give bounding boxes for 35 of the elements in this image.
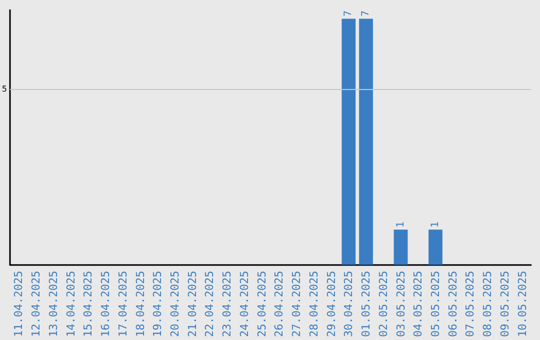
x-tick-label: 19.04.2025 [151, 270, 164, 338]
x-tick-label: 29.04.2025 [324, 270, 338, 338]
x-tick-label: 26.04.2025 [272, 270, 286, 338]
data-label: 1 [430, 221, 441, 228]
data-label: 7 [360, 10, 372, 17]
x-tick-label: 09.05.2025 [498, 270, 512, 338]
x-tick-label: 25.04.2025 [255, 270, 268, 338]
x-tick-label: 03.05.2025 [394, 270, 408, 338]
x-tick-label: 15.04.2025 [82, 270, 95, 338]
x-tick-label: 30.04.2025 [342, 270, 356, 338]
x-tick-label: 21.04.2025 [186, 270, 199, 338]
x-tick-label: 05.05.2025 [428, 270, 442, 338]
x-tick-label: 12.04.2025 [30, 270, 43, 338]
x-tick-label: 28.04.2025 [307, 270, 320, 338]
x-tick-label: 01.05.2025 [360, 270, 373, 338]
x-tick-label: 13.04.2025 [46, 270, 60, 338]
x-tick-label: 08.05.2025 [481, 270, 494, 338]
data-label: 1 [395, 221, 406, 228]
x-tick-label: 07.05.2025 [464, 270, 477, 338]
x-tick-label: 18.04.2025 [134, 270, 147, 338]
x-tick-label: 16.04.2025 [99, 270, 112, 338]
x-tick-label: 22.04.2025 [203, 270, 216, 338]
x-tick-label: 17.04.2025 [116, 270, 130, 338]
ref-line-label: 5 [2, 84, 7, 94]
x-tick-label: 02.05.2025 [376, 270, 390, 338]
x-tick-label: 27.04.2025 [290, 270, 304, 338]
data-label: 7 [343, 10, 354, 17]
x-tick-label: 04.05.2025 [412, 270, 425, 338]
x-tick-label: 11.04.2025 [12, 270, 26, 338]
x-tick-label: 06.05.2025 [446, 270, 460, 338]
x-tick-label: 24.04.2025 [238, 270, 251, 338]
x-tick-label: 23.04.2025 [220, 270, 234, 338]
x-tick-label: 20.04.2025 [168, 270, 182, 338]
x-tick-label: 10.05.2025 [516, 270, 529, 338]
x-tick-label: 14.04.2025 [64, 270, 78, 338]
